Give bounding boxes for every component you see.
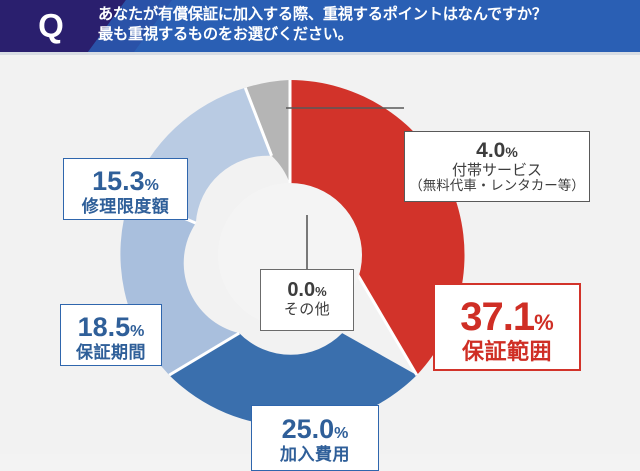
label-ancillary-service-symbol: % — [505, 144, 518, 160]
label-warranty-period-symbol: % — [130, 323, 145, 340]
question-text: あなたが有償保証に加入する際、重視するポイントはなんですか？ 最も重視するものを… — [98, 5, 632, 45]
donut-segment-fee[interactable] — [169, 333, 417, 427]
question-line-2: 最も重視するものをお選びください。 — [98, 26, 353, 43]
label-enrollment-fee[interactable]: 25.0% 加入費用 — [251, 405, 379, 471]
label-ancillary-service-subname: （無料代車・レンタカー等） — [409, 178, 585, 193]
label-coverage-scope-value: 37.1% — [435, 297, 579, 337]
donut-chart-area: 15.3% 修理限度額 18.5% 保証期間 25.0% 加入費用 37.1% … — [0, 55, 640, 471]
label-repair-limit-number: 15.3 — [92, 166, 145, 196]
question-mark-badge: Q — [38, 6, 64, 44]
label-other-symbol: % — [315, 284, 327, 299]
label-other-value: 0.0% — [261, 280, 353, 300]
leader-lines — [286, 107, 404, 269]
label-ancillary-service-name: 付帯サービス — [451, 162, 542, 179]
label-repair-limit-name: 修理限度額 — [81, 197, 170, 216]
label-other-number: 0.0 — [287, 279, 316, 301]
donut-chart — [120, 80, 465, 427]
label-ancillary-service-number: 4.0 — [476, 139, 506, 162]
label-repair-limit-value: 15.3% — [64, 168, 187, 195]
label-enrollment-fee-value: 25.0% — [252, 416, 378, 443]
label-enrollment-fee-name: 加入費用 — [280, 445, 350, 464]
question-line-1: あなたが有償保証に加入する際、重視するポイントはなんですか？ — [98, 6, 547, 23]
label-repair-limit-symbol: % — [144, 177, 159, 194]
question-header-banner: Q あなたが有償保証に加入する際、重視するポイントはなんですか？ 最も重視するも… — [0, 0, 640, 52]
label-repair-limit[interactable]: 15.3% 修理限度額 — [63, 158, 188, 220]
header-divider — [0, 52, 640, 55]
label-other-name: その他 — [283, 301, 331, 318]
label-warranty-period-number: 18.5 — [77, 312, 131, 342]
donut-segment-service[interactable] — [245, 80, 290, 183]
label-coverage-scope-name: 保証範囲 — [461, 339, 552, 364]
label-warranty-period-name: 保証期間 — [76, 343, 146, 362]
label-ancillary-service[interactable]: 4.0% 付帯サービス （無料代車・レンタカー等） — [404, 131, 590, 202]
label-other[interactable]: 0.0% その他 — [260, 269, 354, 331]
label-enrollment-fee-number: 25.0 — [281, 414, 335, 444]
label-coverage-scope-number: 37.1 — [460, 295, 535, 339]
label-warranty-period-value: 18.5% — [61, 314, 161, 341]
label-warranty-period[interactable]: 18.5% 保証期間 — [60, 304, 162, 366]
header-background-shape — [0, 0, 640, 52]
label-coverage-scope-symbol: % — [534, 310, 554, 335]
label-ancillary-service-value: 4.0% — [405, 140, 589, 161]
label-coverage-scope[interactable]: 37.1% 保証範囲 — [433, 283, 581, 371]
label-enrollment-fee-symbol: % — [334, 425, 349, 442]
